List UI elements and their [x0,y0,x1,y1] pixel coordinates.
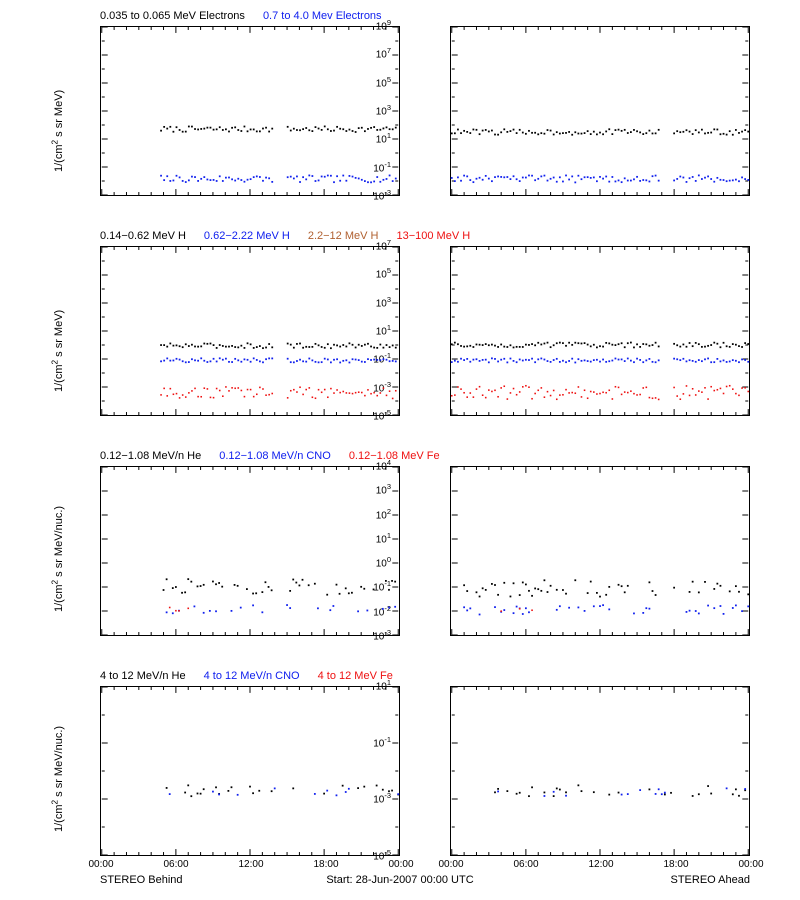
plot-area [451,687,749,855]
x-axis-label-right: STEREO Ahead [671,874,751,886]
x-tick-label: 00:00 [388,859,413,870]
series [166,784,399,797]
legend: 0.14−0.62 MeV H 0.62−2.22 MeV H 2.2−12 MeV… [100,230,488,246]
x-tick-label: 12:00 [238,859,263,870]
x-tick-label: 18:00 [663,859,688,870]
plot-area [101,467,399,635]
legend-item: 4 to 12 MeV/n CNO [204,670,300,682]
series [160,342,396,349]
legend-item: 0.62−2.22 MeV H [204,230,290,242]
series [160,357,396,363]
series [451,385,749,400]
y-axis-label: 1/(cm2 s sr MeV/nuc.) [53,726,65,832]
series [169,607,189,612]
legend-item: 0.12−1.08 MeV/n CNO [219,450,331,462]
series [160,386,396,399]
x-tick-label: 12:00 [588,859,613,870]
panel-left: 10-510-310-11011031051071/(cm2 s sr MeV) [100,246,400,416]
panel-right [450,246,750,416]
series [494,784,746,797]
x-tick-label: 06:00 [513,859,538,870]
y-axis-label: 1/(cm2 s sr MeV/nuc.) [53,506,65,612]
series [160,175,396,184]
legend-item: 0.12−1.08 MeV Fe [349,450,440,462]
y-axis-label: 1/(cm2 s sr MeV) [53,90,65,172]
series [163,578,396,595]
legend-item: 2.2−12 MeV H [308,230,379,242]
legend-item: 0.14−0.62 MeV H [100,230,186,242]
series [500,608,532,612]
series [451,357,749,363]
series [451,342,749,349]
chart-row: 4 to 12 MeV/n He 4 to 12 MeV/n CNO 4 to 12… [0,670,800,880]
series [166,604,396,614]
legend: 0.12−1.08 MeV/n He 0.12−1.08 MeV/n CNO 0.1… [100,450,458,466]
panel-left: 10-310-11011031051071091/(cm2 s sr MeV) [100,26,400,196]
series [451,175,749,184]
panel-right: 00:0006:0012:0018:0000:00 [450,686,750,856]
panel-right [450,466,750,636]
x-tick-label: 18:00 [313,859,338,870]
x-tick-label: 00:00 [88,859,113,870]
x-tick-label: 00:00 [738,859,763,870]
plot-area [101,247,399,415]
plot-area [451,27,749,195]
chart-row: 0.12−1.08 MeV/n He 0.12−1.08 MeV/n CNO 0.1… [0,450,800,660]
y-axis-label: 1/(cm2 s sr MeV) [53,310,65,392]
panel-left: 10-310-210-11001011021031041/(cm2 s sr M… [100,466,400,636]
chart-row: 0.035 to 0.065 MeV Electrons 0.7 to 4.0 M… [0,10,800,220]
figure: 0.035 to 0.065 MeV Electrons 0.7 to 4.0 M… [0,0,800,900]
x-tick-label: 00:00 [438,859,463,870]
panel-right [450,26,750,196]
panel-left: 10-510-310-11011/(cm2 s sr MeV/nuc.)00:0… [100,686,400,856]
legend-item: 0.035 to 0.065 MeV Electrons [100,10,245,22]
plot-area [451,247,749,415]
legend-item: 4 to 12 MeV Fe [318,670,393,682]
plot-area [451,467,749,635]
series [497,787,746,796]
legend-item: 13−100 MeV H [396,230,470,242]
series [160,126,396,133]
legend-item: 0.12−1.08 MeV/n He [100,450,201,462]
legend: 0.035 to 0.065 MeV Electrons 0.7 to 4.0 M… [100,10,400,26]
legend: 4 to 12 MeV/n He 4 to 12 MeV/n CNO 4 to 12… [100,670,411,686]
series [463,579,749,597]
chart-row: 0.14−0.62 MeV H 0.62−2.22 MeV H 2.2−12 MeV… [0,230,800,440]
legend-item: 0.7 to 4.0 Mev Electrons [263,10,382,22]
plot-area [101,687,399,855]
series [451,128,749,135]
legend-item: 4 to 12 MeV/n He [100,670,186,682]
x-tick-label: 06:00 [163,859,188,870]
series [463,604,749,615]
plot-area [101,27,399,195]
